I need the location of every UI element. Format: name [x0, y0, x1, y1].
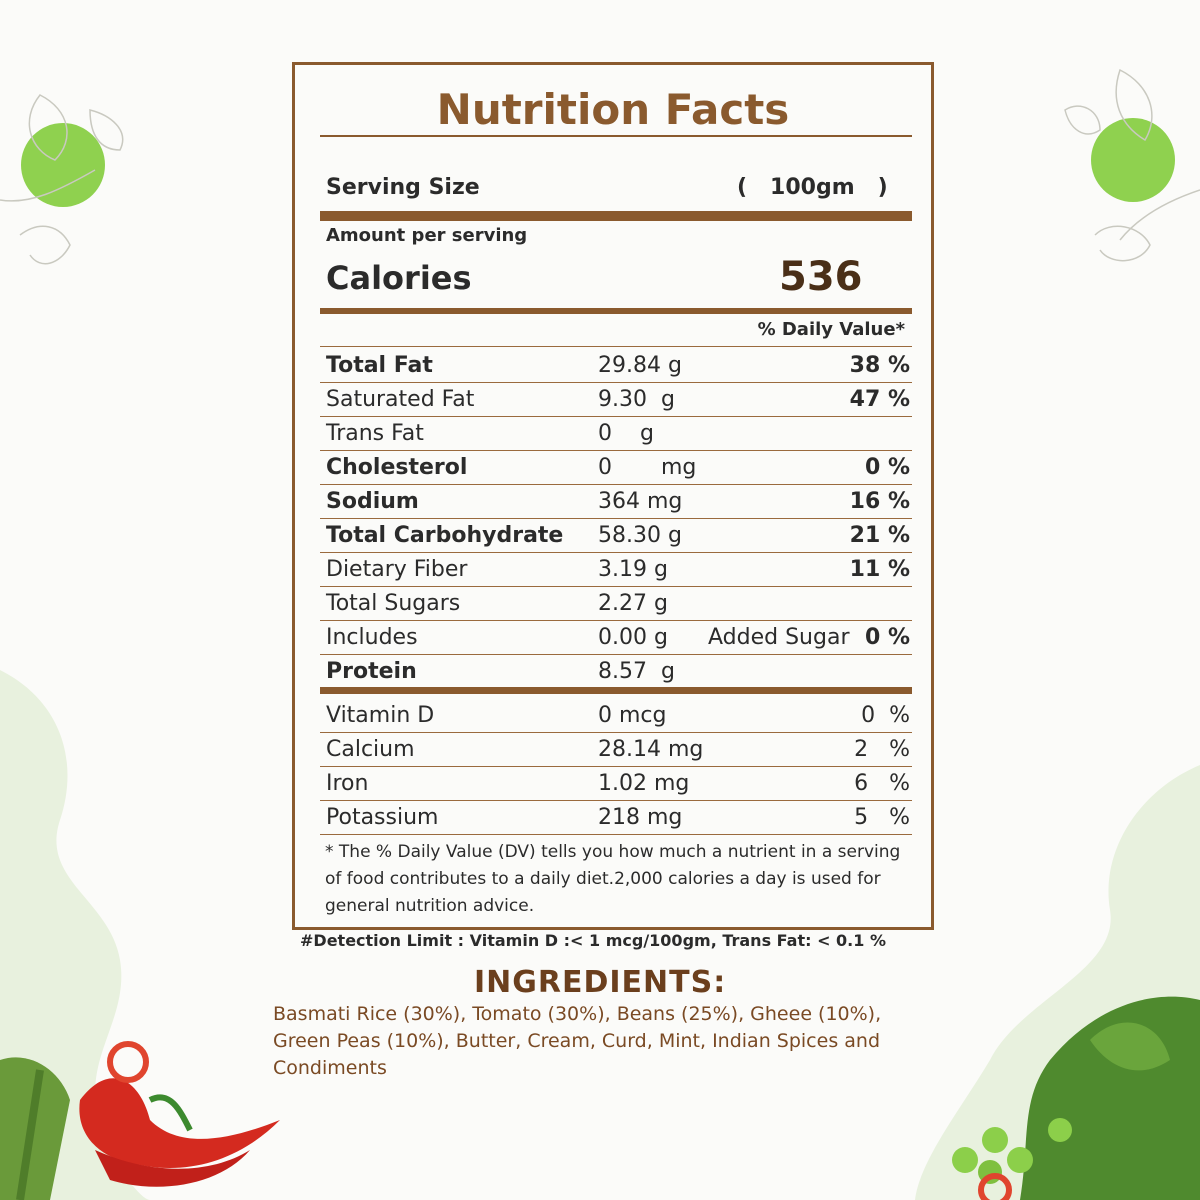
- nutrient-name: Cholesterol: [326, 455, 468, 480]
- nutrient-amount: 9.30 g: [598, 387, 675, 412]
- nutrient-name: Trans Fat: [326, 421, 424, 446]
- nutrient-amount: 58.30 g: [598, 523, 682, 548]
- nutrient-daily-value: 16 %: [849, 489, 910, 514]
- nutrient-row: Total Carbohydrate 58.30 g 21 %: [320, 519, 912, 553]
- nutrient-daily-value: 38 %: [849, 353, 910, 378]
- nutrient-daily-value: 0 %: [864, 455, 910, 480]
- vitamin-row: Potassium 218 mg 5 %: [320, 801, 912, 835]
- amount-per-serving: Amount per serving: [326, 225, 528, 246]
- vitamin-row: Vitamin D 0 mcg 0 %: [320, 699, 912, 733]
- row-divider: [320, 518, 912, 519]
- nutrient-row: Protein 8.57 g: [320, 655, 912, 689]
- nutrient-row: Total Sugars 2.27 g: [320, 587, 912, 621]
- nutrient-amount: 2.27 g: [598, 591, 668, 616]
- row-divider: [320, 620, 912, 621]
- leaf-circle-right-icon: [1064, 68, 1200, 262]
- vitamin-row: Iron 1.02 mg 6 %: [320, 767, 912, 801]
- row-divider: [320, 552, 912, 553]
- nutrient-amount: 29.84 g: [598, 353, 682, 378]
- vitamin-amount: 218 mg: [598, 805, 683, 830]
- nutrient-name: Protein: [326, 659, 417, 684]
- nutrient-name: Dietary Fiber: [326, 557, 468, 582]
- daily-value-header: % Daily Value*: [757, 319, 905, 340]
- nutrient-name: Sodium: [326, 489, 419, 514]
- nutrient-name: Includes: [326, 625, 418, 650]
- nutrition-facts-panel: Nutrition Facts Serving Size ( 100gm ) A…: [292, 62, 934, 930]
- chili-pepper-icon: [0, 1041, 280, 1200]
- row-divider: [320, 766, 912, 767]
- vitamin-name: Vitamin D: [326, 703, 435, 728]
- nutrient-name: Saturated Fat: [326, 387, 475, 412]
- row-divider: [320, 382, 912, 383]
- nutrient-row: Cholesterol 0 mg 0 %: [320, 451, 912, 485]
- row-divider: [320, 586, 912, 587]
- nutrient-daily-value: 21 %: [849, 523, 910, 548]
- nutrient-amount: 364 mg: [598, 489, 683, 514]
- nutrient-name: Total Sugars: [326, 591, 461, 616]
- ingredients-title: INGREDIENTS:: [474, 965, 727, 1000]
- row-divider: [320, 484, 912, 485]
- nutrient-name: Total Fat: [326, 353, 433, 378]
- vitamin-name: Potassium: [326, 805, 439, 830]
- nutrient-row: Sodium 364 mg 16 %: [320, 485, 912, 519]
- row-divider: [320, 654, 912, 655]
- nutrient-amount: 8.57 g: [598, 659, 675, 684]
- vitamin-row: Calcium 28.14 mg 2 %: [320, 733, 912, 767]
- nutrient-row: Includes 0.00 g Added Sugar 0 %: [320, 621, 912, 655]
- label-title: Nutrition Facts: [436, 85, 790, 134]
- vitamin-amount: 0 mcg: [598, 703, 667, 728]
- nutrient-amount: 0 g: [598, 421, 654, 446]
- vitamin-daily-value: 5 %: [854, 805, 910, 830]
- thick-divider-vitamins: [320, 687, 912, 694]
- ingredients-text: Basmati Rice (30%), Tomato (30%), Beans …: [273, 1003, 882, 1079]
- serving-size-label: Serving Size: [326, 175, 480, 200]
- thick-divider: [320, 211, 912, 221]
- divider: [320, 135, 912, 137]
- nutrient-daily-value: 47 %: [849, 387, 910, 412]
- row-divider: [320, 416, 912, 417]
- row-divider: [320, 450, 912, 451]
- daily-value-footnote: * The % Daily Value (DV) tells you how m…: [325, 842, 901, 916]
- green-peas-icon: [952, 996, 1200, 1200]
- vitamin-name: Iron: [326, 771, 369, 796]
- nutrient-extra: Added Sugar: [708, 625, 850, 650]
- vitamin-amount: 1.02 mg: [598, 771, 690, 796]
- nutrient-row: Total Fat 29.84 g 38 %: [320, 349, 912, 383]
- nutrient-amount: 0.00 g: [598, 625, 668, 650]
- vitamin-daily-value: 2 %: [854, 737, 910, 762]
- nutrient-row: Dietary Fiber 3.19 g 11 %: [320, 553, 912, 587]
- detection-limit-note: #Detection Limit : Vitamin D :< 1 mcg/10…: [300, 931, 886, 950]
- vitamin-daily-value: 0 %: [861, 703, 910, 728]
- nutrient-daily-value: 0 %: [864, 625, 910, 650]
- nutrient-row: Trans Fat 0 g: [320, 417, 912, 451]
- calories-label: Calories: [326, 259, 472, 297]
- vitamin-amount: 28.14 mg: [598, 737, 704, 762]
- vitamin-daily-value: 6 %: [854, 771, 910, 796]
- row-divider: [320, 800, 912, 801]
- row-divider: [320, 834, 912, 835]
- nutrient-row: Saturated Fat 9.30 g 47 %: [320, 383, 912, 417]
- medium-divider: [320, 308, 912, 314]
- vitamin-name: Calcium: [326, 737, 415, 762]
- row-divider: [320, 732, 912, 733]
- nutrient-name: Total Carbohydrate: [326, 523, 564, 548]
- nutrient-daily-value: 11 %: [849, 557, 910, 582]
- calories-value: 536: [779, 254, 863, 300]
- leaf-circle-left-icon: [0, 94, 124, 265]
- serving-size-value: ( 100gm ): [737, 175, 888, 200]
- nutrient-amount: 0 mg: [598, 455, 697, 480]
- nutrient-amount: 3.19 g: [598, 557, 668, 582]
